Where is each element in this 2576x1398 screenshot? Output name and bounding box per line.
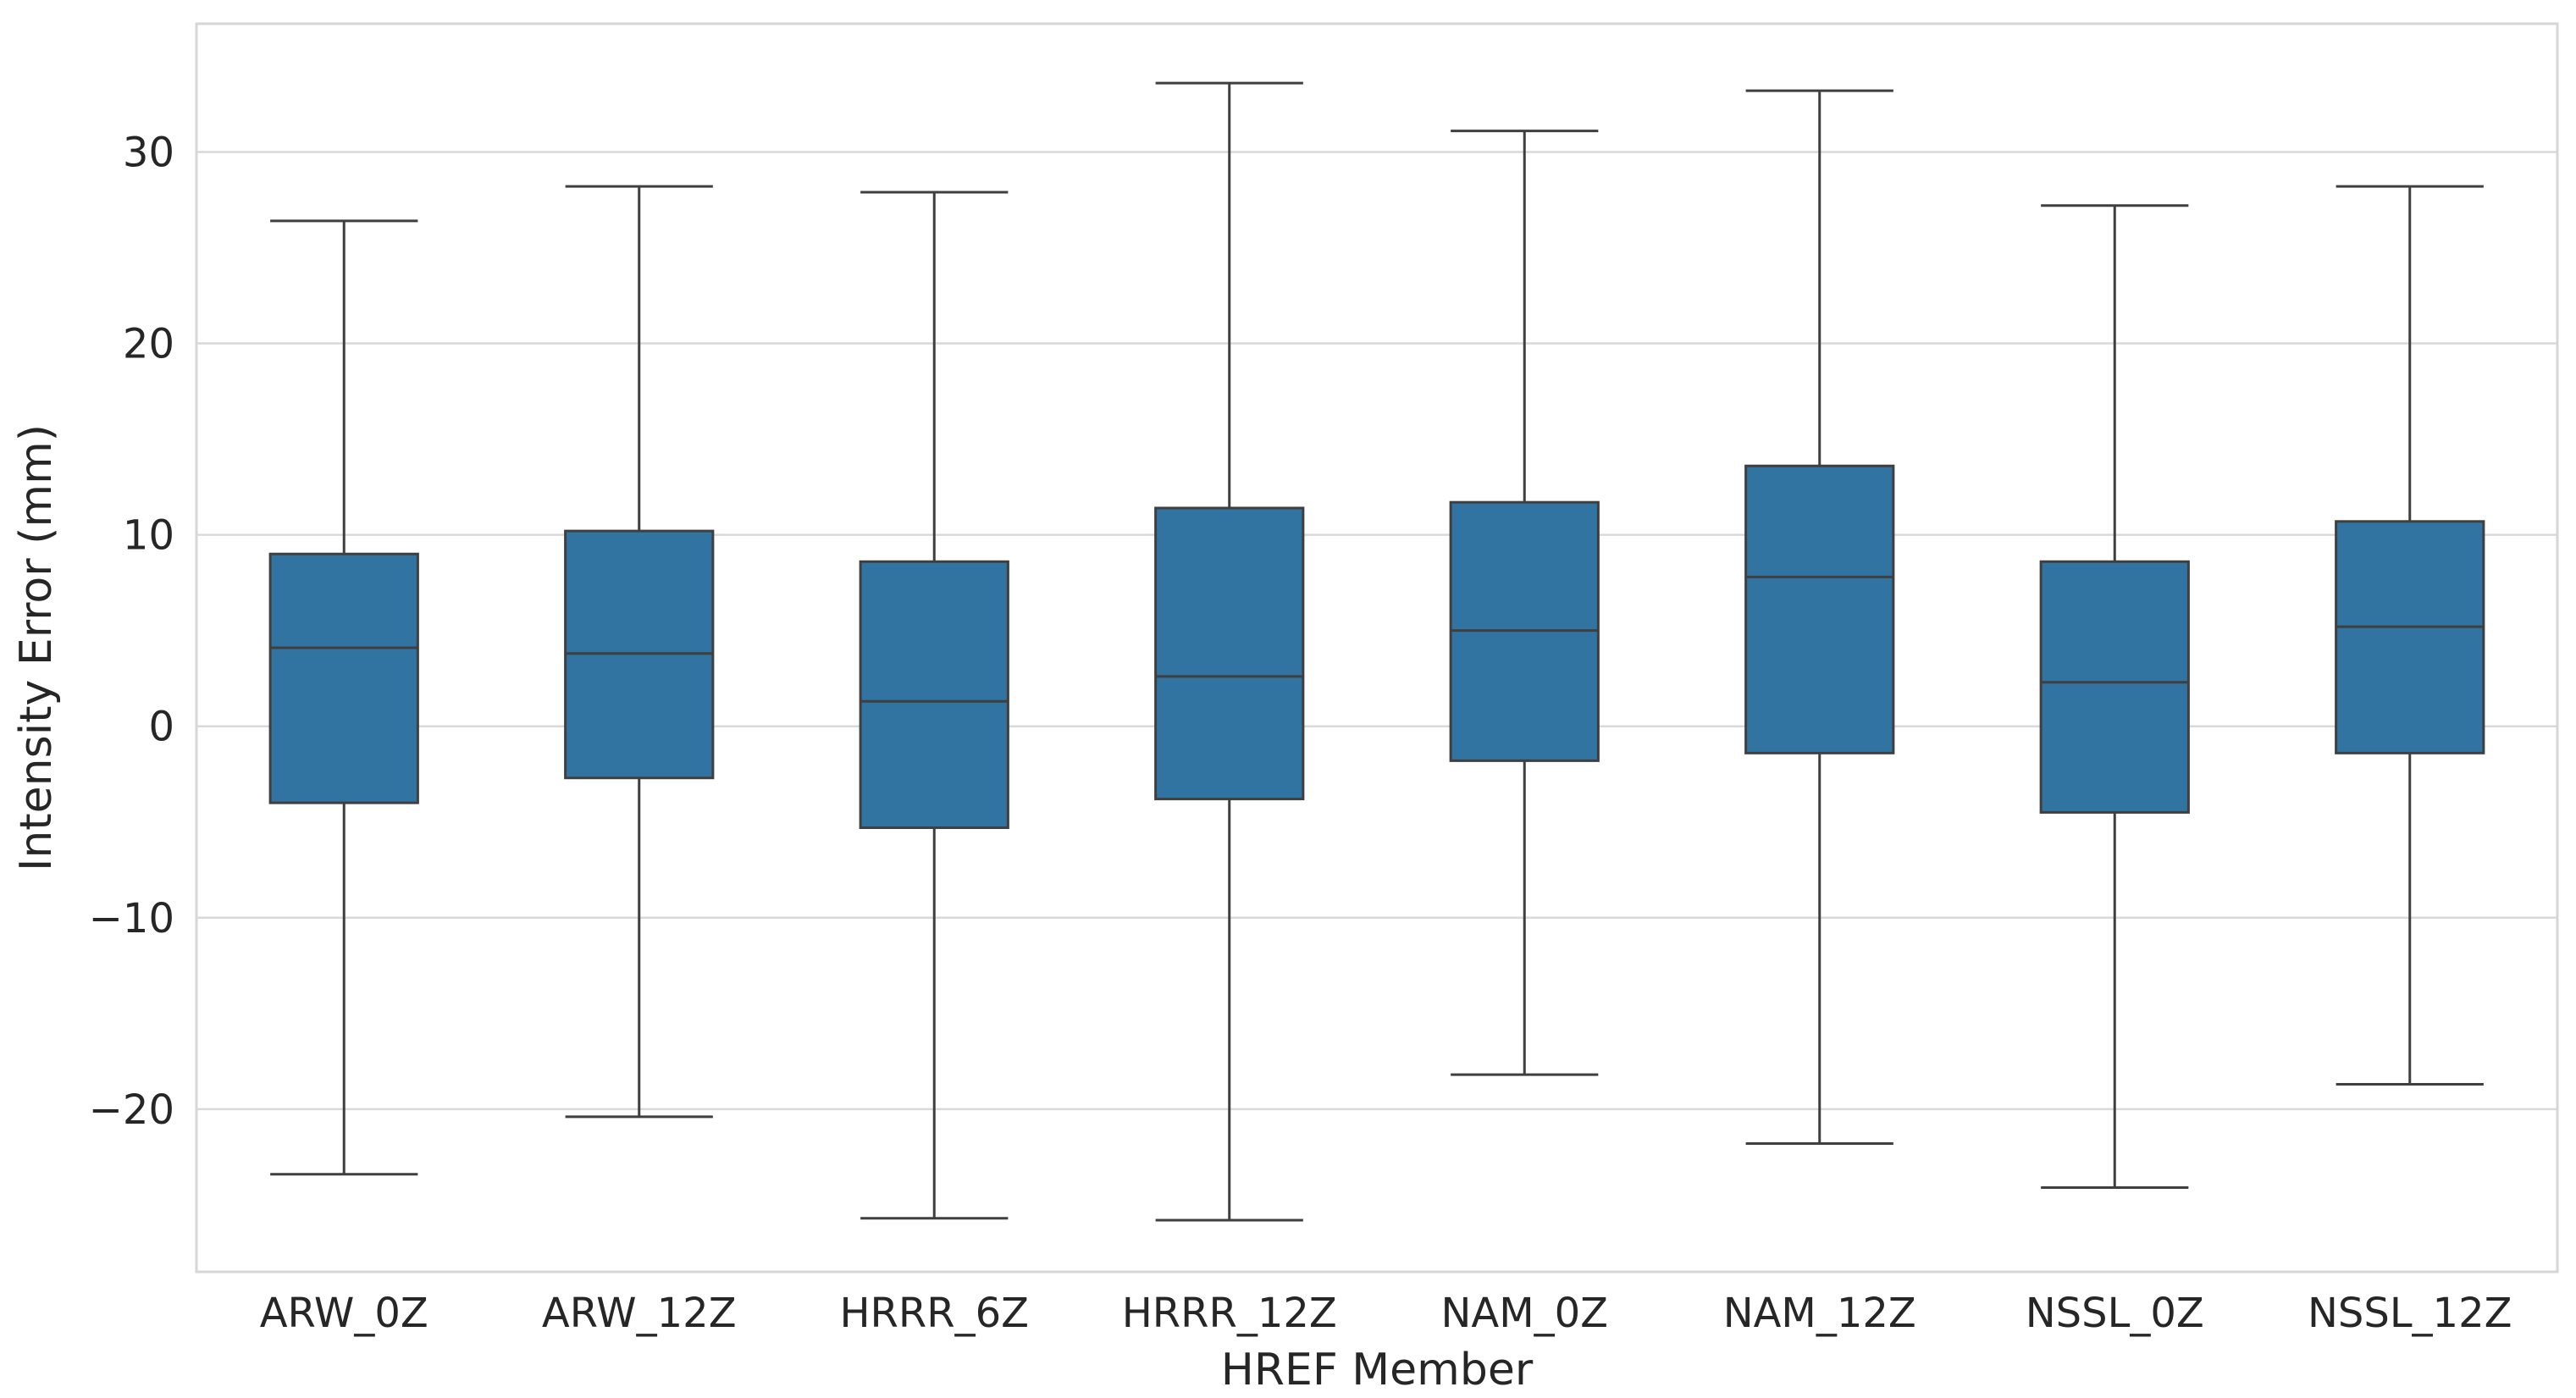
y-tick-label: 10 — [123, 512, 174, 560]
y-tick-labels: −20 −10 0 10 20 30 — [89, 129, 174, 1133]
x-tick-label: NAM_0Z — [1440, 1290, 1608, 1337]
x-tick-label: HRRR_6Z — [839, 1290, 1029, 1337]
iqr-box — [1744, 464, 1895, 754]
iqr-box — [268, 552, 419, 804]
y-axis-title: Intensity Error (mm) — [11, 424, 62, 871]
y-tick-label: −10 — [89, 895, 174, 942]
iqr-box — [2335, 520, 2485, 754]
x-tick-labels: ARW_0Z ARW_12Z HRRR_6Z HRRR_12Z NAM_0Z NAM_12… — [260, 1290, 2512, 1337]
x-tick-label: NSSL_12Z — [2308, 1290, 2512, 1337]
y-tick-label: 20 — [123, 321, 174, 368]
iqr-box — [1154, 506, 1305, 801]
iqr-box — [859, 560, 1009, 830]
x-tick-label: ARW_0Z — [260, 1290, 428, 1337]
box-group — [268, 219, 419, 1176]
x-tick-label: NAM_12Z — [1723, 1290, 1916, 1337]
box-group — [1449, 130, 1600, 1076]
y-tick-label: −20 — [89, 1086, 174, 1134]
box-group — [859, 191, 1009, 1220]
boxes-layer — [268, 81, 2485, 1222]
box-group — [2335, 185, 2485, 1086]
iqr-box — [2039, 560, 2190, 814]
x-axis-title: HREF Member — [1221, 1345, 1534, 1395]
box-group — [564, 185, 715, 1119]
x-tick-label: NSSL_0Z — [2026, 1290, 2204, 1337]
y-tick-label: 0 — [148, 704, 174, 751]
x-tick-label: HRRR_12Z — [1122, 1290, 1337, 1337]
y-tick-label: 30 — [123, 129, 174, 176]
plot-frame — [195, 22, 2559, 1274]
box-group — [1744, 89, 1895, 1146]
box-group — [2039, 204, 2190, 1190]
box-group — [1154, 81, 1305, 1222]
x-tick-label: ARW_12Z — [542, 1290, 737, 1337]
